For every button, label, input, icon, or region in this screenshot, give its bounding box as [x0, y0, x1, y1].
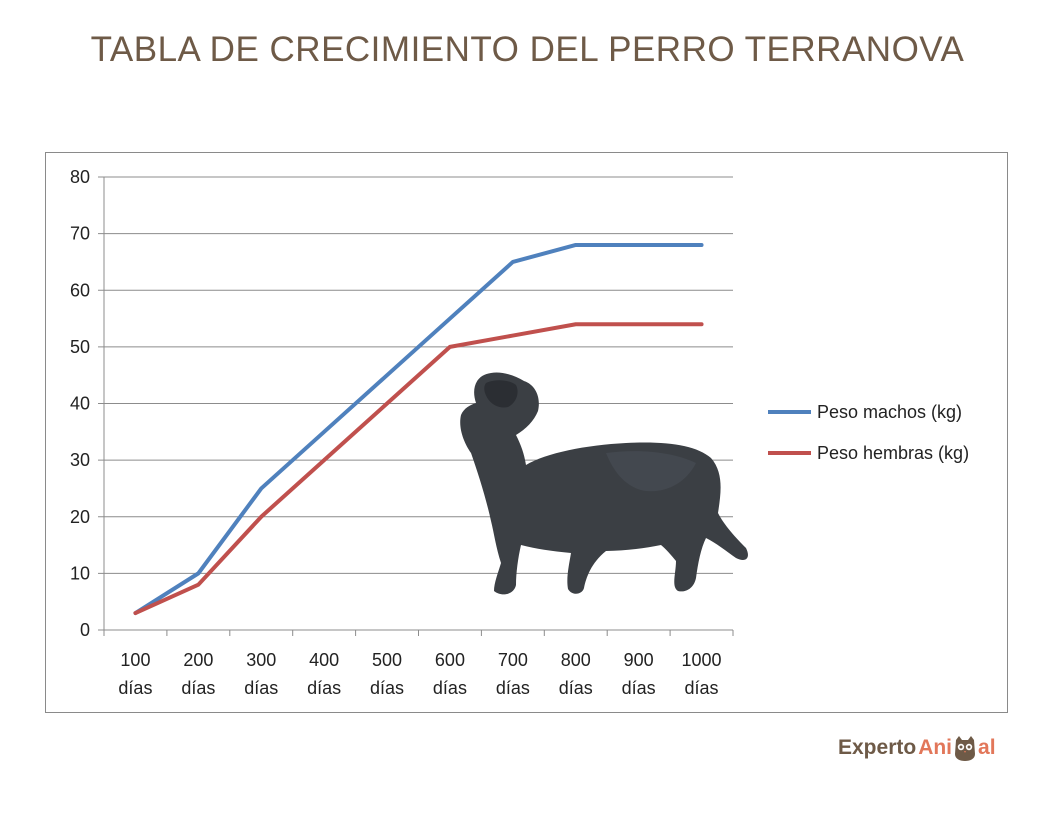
legend: Peso machos (kg) Peso hembras (kg) [768, 402, 969, 463]
y-tick-labels: 0 10 20 30 40 50 60 70 80 [70, 167, 90, 640]
dog-head-shade [484, 380, 518, 408]
experto-animal-logo: Experto Ani al [838, 734, 996, 762]
legend-label: Peso hembras (kg) [817, 443, 969, 463]
x-tick-labels: 100 días 200 días 300 días 400 días 500 días 600 dí… [118, 650, 721, 698]
series-lines [133, 242, 704, 616]
dog-body [460, 372, 748, 595]
y-tick-label: 10 [70, 563, 90, 583]
chart-frame: 0 10 20 30 40 50 60 70 80 100 días 200 días 300 días 4… [45, 152, 1008, 713]
y-tick-label: 70 [70, 224, 90, 244]
y-tick-label: 60 [70, 280, 90, 300]
x-tick-label: 600 días [433, 650, 467, 698]
logo-word-experto: Experto [838, 736, 917, 759]
x-tick-label: 200 días [181, 650, 215, 698]
dog-fur-highlight [606, 451, 696, 492]
dog-illustration [460, 372, 748, 595]
y-tick-label: 30 [70, 450, 90, 470]
x-tick-label: 300 días [244, 650, 278, 698]
logo-word-ani: Ani [918, 736, 953, 759]
x-tick-label: 900 días [622, 650, 656, 698]
axes [98, 176, 734, 636]
x-tick-label: 100 días [118, 650, 152, 698]
logo-word-al: al [978, 736, 996, 759]
legend-label: Peso machos (kg) [817, 402, 962, 422]
series-line-hembras [133, 322, 704, 616]
x-tick-label: 500 días [370, 650, 404, 698]
owl-icon [955, 736, 976, 761]
y-tick-label: 80 [70, 167, 90, 187]
x-tick-label: 1000 días [682, 650, 722, 698]
line-chart: 0 10 20 30 40 50 60 70 80 100 días 200 días 300 días 4… [70, 167, 969, 698]
x-tick-label: 400 días [307, 650, 341, 698]
series-line-machos [133, 242, 704, 616]
y-tick-label: 40 [70, 394, 90, 414]
y-tick-label: 50 [70, 337, 90, 357]
y-tick-label: 20 [70, 507, 90, 527]
x-tick-label: 700 días [496, 650, 530, 698]
x-tick-label: 800 días [559, 650, 593, 698]
chart-title: TABLA DE CRECIMIENTO DEL PERRO TERRANOVA [90, 30, 965, 69]
y-tick-label: 0 [80, 620, 90, 640]
